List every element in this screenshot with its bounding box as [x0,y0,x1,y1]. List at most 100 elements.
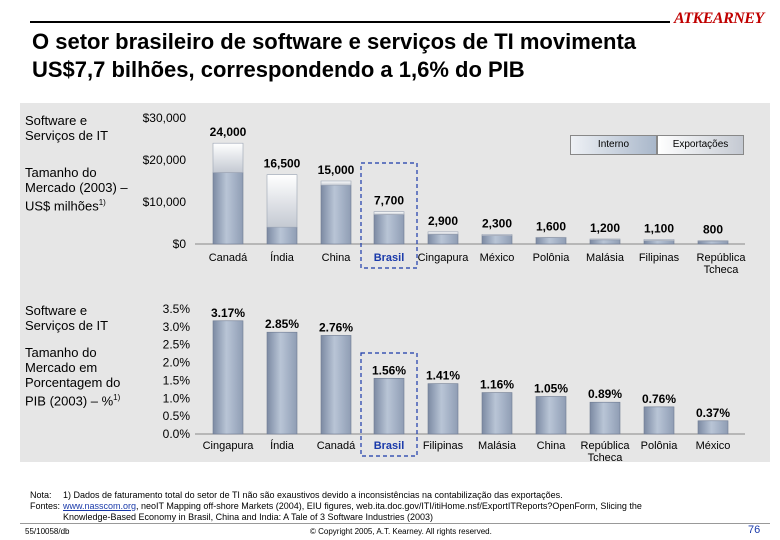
chart2-category-label: Malásia [478,440,517,452]
chart2-category-label: Filipinas [423,440,464,452]
chart2-ytick-label: 2.0% [163,356,191,370]
chart2-bar [266,331,298,435]
panel1-label-b-text: Tamanho do Mercado (2003) – US$ milhões [25,165,128,214]
chart2-value-label: 0.76% [642,392,676,406]
chart1-ytick-label: $20,000 [143,153,187,167]
chart2-bar [373,377,405,435]
panel1-label-a: Software e Serviços de IT [25,113,109,143]
chart1-total-label: 16,500 [264,157,301,171]
chart1-bar-interno [212,172,244,245]
chart1-total-label: 15,000 [318,163,355,177]
chart1-category-label: Índia [270,251,295,264]
chart2-category-label: Canadá [317,440,356,452]
sources-link[interactable]: www.nasscom.org [63,501,137,511]
chart1-category-label: Canadá [209,252,248,264]
chart2-value-label: 2.76% [319,320,353,334]
chart2-value-label: 2.85% [265,317,299,331]
chart2-highlight-frame [360,352,418,457]
chart1-bar-interno [427,234,459,245]
chart2-value-label: 0.89% [588,387,622,401]
chart1-category-label: Filipinas [639,252,680,264]
panel2-label-a: Software e Serviços de IT [25,303,109,333]
chart1-bar-interno [481,235,513,245]
chart2-bar [212,320,244,435]
chart2-ytick-label: 0.5% [163,409,191,423]
chart1-category-label: Brasil [374,252,405,264]
chart1-total-label: 2,300 [482,216,512,230]
chart2-category-label: México [696,440,731,452]
footer-code: 55/10058/db [25,527,70,536]
chart1-bar-exportacoes [481,234,513,236]
chart1-category-label-cont: Tcheca [704,264,740,276]
panel1-label-b-sup: 1) [98,198,106,207]
header-rule [30,21,670,23]
chart2-value-label: 1.05% [534,382,568,396]
chart2-bar [320,335,352,435]
title-line-2: US$7,7 bilhões, correspondendo a 1,6% do… [32,57,525,82]
chart1-category-label: República [697,252,747,264]
chart1-total-label: 1,200 [590,221,620,235]
chart2-ytick-label: 3.5% [163,302,191,316]
chart2-ytick-label: 1.0% [163,391,191,405]
legend-exportacoes: Exportações [657,135,744,155]
chart2-value-label: 1.16% [480,378,514,392]
footer-page: 76 [748,524,761,536]
chart1-bar-exportacoes [427,231,459,235]
chart2-category-label: China [537,440,567,452]
chart1-category-label: México [480,252,515,264]
chart2-ytick-label: 0.0% [163,427,191,441]
chart1-total-label: 800 [703,223,723,237]
chart2-ytick-label: 2.5% [163,338,191,352]
chart2-value-label: 1.56% [372,363,406,377]
chart2-category-label: Brasil [374,440,405,452]
chart2-value-label: 1.41% [426,369,460,383]
chart1-ytick-label: $0 [173,237,187,251]
chart2-ytick-label: 3.0% [163,320,191,334]
chart2-ytick-label: 1.5% [163,373,191,387]
chart1-highlight-frame [360,162,418,269]
sources-line-2: Knowledge-Based Economy in Brasil, China… [63,512,434,522]
sources-line-1: www.nasscom.org, neoIT Mapping off-shore… [63,501,753,512]
note-text: 1) Dados de faturamento total do setor d… [63,490,563,500]
chart1-bar-interno [266,226,298,245]
note-label: Nota: [30,490,52,500]
chart1-total-label: 1,600 [536,219,566,233]
chart1-category-label: Malásia [586,252,625,264]
sources-label: Fontes: [30,501,61,511]
chart1-ytick-label: $10,000 [143,195,187,209]
chart1-bar-exportacoes [373,211,405,215]
title-line-1: O setor brasileiro de software e serviço… [32,29,637,54]
page-title: O setor brasileiro de software e serviço… [32,28,732,84]
chart1-bar-interno [535,237,567,245]
chart1-bar-interno [373,214,405,245]
chart1-bar-exportacoes [266,174,298,228]
chart2-bar [481,392,513,435]
chart1-total-label: 7,700 [374,194,404,208]
chart2-bar [535,396,567,435]
chart2-category-label-cont: Tcheca [588,452,624,464]
chart2-category-label: Polônia [641,440,679,452]
chart2-bar [427,383,459,435]
chart1-bar-exportacoes [320,180,352,186]
chart2-bar [697,420,729,435]
chart2-value-label: 3.17% [211,306,245,320]
chart2-category-label: República [581,440,631,452]
chart1-bar-interno [320,184,352,245]
footer-rule [20,523,770,524]
chart2-bar [643,406,675,435]
sources-text-1: , neoIT Mapping off-shore Markets (2004)… [136,501,642,511]
chart1-bar-interno [589,239,621,245]
footer-copyright: © Copyright 2005, A.T. Kearney. All righ… [310,527,492,536]
panel2-label-b-text: Tamanho do Mercado em Porcentagem do PIB… [25,345,121,409]
chart1-bar-interno [697,240,729,245]
panel1-label-b: Tamanho do Mercado (2003) – US$ milhões1… [25,165,130,213]
panel2-label-b: Tamanho do Mercado em Porcentagem do PIB… [25,345,125,408]
chart1-bar-interno [643,240,675,245]
chart1-bar-exportacoes [643,239,675,241]
chart2-value-label: 0.37% [696,406,730,420]
chart1-total-label: 2,900 [428,214,458,228]
chart1-total-label: 24,000 [210,125,247,139]
chart2-category-label: Cingapura [203,440,255,452]
chart2-bar [589,401,621,435]
